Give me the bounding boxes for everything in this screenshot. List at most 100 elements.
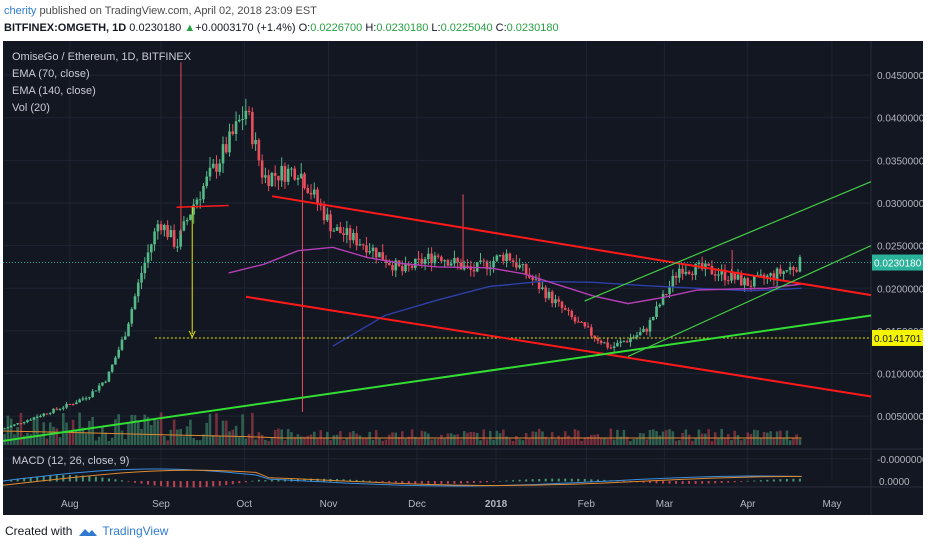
candle-body [606, 342, 609, 348]
macd-histogram-bar [505, 480, 508, 482]
volume-bar [606, 438, 609, 445]
volume-bar [146, 417, 150, 445]
macd-histogram-bar [368, 480, 371, 482]
candle-body [166, 224, 169, 238]
macd-histogram-bar [192, 481, 195, 488]
volume-bar [511, 440, 515, 445]
macd-histogram-bar [153, 481, 156, 486]
macd-histogram-bar [264, 480, 267, 482]
macd-histogram-bar [160, 481, 163, 487]
candle-body [632, 337, 635, 339]
macd-histogram-bar [577, 478, 580, 482]
volume-bar [322, 438, 326, 445]
candle-body [335, 227, 339, 231]
candle-body [573, 317, 577, 322]
volume-bar [381, 440, 385, 445]
candle-body [198, 199, 202, 201]
volume-bar [599, 437, 603, 445]
volume-bar [492, 439, 495, 445]
publisher-user-link[interactable]: cherity [4, 5, 37, 17]
volume-bar [410, 429, 414, 445]
volume-bar [365, 437, 368, 445]
volume-bar [251, 412, 254, 445]
volume-bar [446, 433, 450, 445]
macd-histogram-bar [590, 479, 593, 482]
legend-volume[interactable]: Vol (20) [12, 102, 50, 114]
volume-bar [603, 438, 606, 445]
candle-body [394, 260, 398, 271]
candle-body [788, 267, 792, 271]
volume-bar [159, 412, 163, 445]
volume-bar [749, 433, 753, 445]
candle-body [94, 390, 98, 392]
volume-bar [91, 417, 94, 445]
volume-bar [348, 432, 352, 445]
macd-histogram-bar [648, 481, 651, 484]
volume-bar [208, 413, 212, 445]
candle-body [609, 347, 613, 349]
volume-bar [345, 438, 349, 445]
candle-body [625, 341, 629, 343]
candle-body [163, 224, 166, 231]
candle-body [342, 233, 345, 235]
volume-bar [723, 438, 727, 445]
volume-bar [110, 437, 114, 445]
candle-body [414, 258, 417, 268]
legend-ema70[interactable]: EMA (70, close) [12, 68, 90, 80]
volume-bar [19, 413, 23, 445]
volume-bar [306, 435, 310, 445]
macd-histogram-bar [16, 478, 19, 482]
candle-body [55, 408, 59, 410]
candle-body [195, 199, 199, 205]
macd-histogram-bar [655, 481, 658, 484]
candle-body [417, 258, 420, 260]
candle-body [534, 279, 538, 281]
candle-body [247, 110, 251, 113]
candle-body [508, 253, 512, 261]
macd-histogram-bar [75, 475, 78, 482]
volume-bar [449, 433, 453, 445]
volume-bar [648, 429, 652, 445]
macd-histogram-bar [231, 481, 234, 485]
volume-bar [625, 436, 629, 445]
candle-body [52, 408, 55, 414]
volume-bar [710, 440, 714, 445]
macd-histogram-bar [701, 481, 704, 484]
candle-body [674, 275, 678, 278]
legend-ema140[interactable]: EMA (140, close) [12, 85, 96, 97]
volume-bar [707, 429, 710, 445]
volume-bar [215, 413, 218, 445]
macd-histogram-bar [420, 481, 423, 484]
macd-histogram-bar [81, 475, 84, 482]
macd-histogram-bar [459, 481, 462, 484]
legend-macd[interactable]: MACD (12, 26, close, 9) [12, 455, 130, 467]
macd-histogram-bar [798, 478, 801, 482]
volume-bar [130, 414, 134, 445]
candle-body [700, 262, 704, 270]
volume-bar [427, 433, 430, 445]
volume-bar [443, 438, 446, 445]
volume-bar [717, 437, 720, 445]
candle-body [681, 268, 684, 274]
macd-histogram-bar [29, 477, 32, 482]
volume-bar [547, 439, 551, 445]
candle-body [505, 253, 508, 262]
volume-bar [247, 433, 251, 445]
chart-frame[interactable]: 0.0450000 0.0400000 0.0350000 0.0300000 0.02… [3, 41, 923, 515]
tradingview-brand-link[interactable]: TradingView [102, 524, 169, 538]
volume-bar [387, 434, 391, 445]
candle-body [433, 255, 437, 264]
volume-bar [61, 413, 65, 445]
macd-histogram-bar [486, 481, 489, 483]
volume-bar [378, 438, 381, 445]
macd-signal-line [3, 469, 802, 486]
candle-body [61, 407, 65, 409]
macd-histogram-bar [349, 479, 352, 482]
candle-body [430, 253, 433, 264]
macd-histogram-bar [453, 481, 456, 484]
x-tick-label: Dec [408, 499, 426, 510]
price-chart[interactable]: 0.0450000 0.0400000 0.0350000 0.0300000 0.02… [3, 41, 923, 515]
trendline-fan-lower [627, 245, 872, 358]
candle-body [202, 185, 205, 200]
high-value: 0.0230180 [376, 22, 429, 34]
